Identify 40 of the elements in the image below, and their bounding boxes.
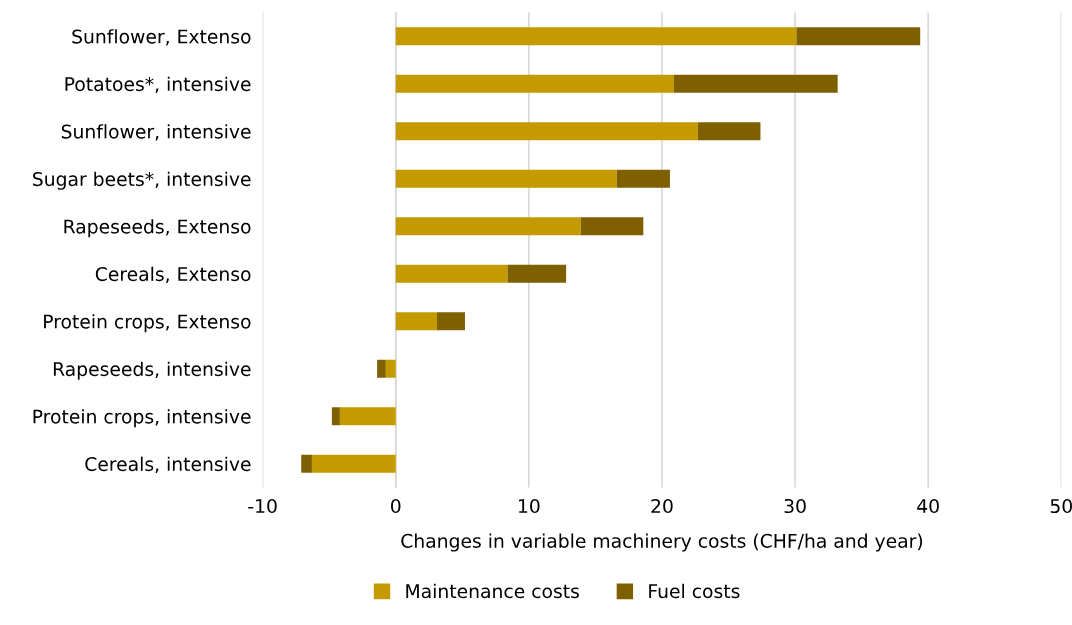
x-tick-label: -10: [248, 498, 277, 514]
bar: [395, 264, 508, 283]
x-tick-label: 30: [784, 498, 806, 514]
y-tick-label: Cereals, Extenso: [95, 266, 251, 284]
y-tick-label: Rapeseeds, intensive: [53, 361, 251, 380]
x-tick-label: 50: [1050, 498, 1072, 514]
y-tick-label: Protein crops, Extenso: [44, 314, 251, 333]
bar: [796, 27, 921, 46]
y-tick-label: Potatoes*, intensive: [65, 76, 251, 94]
y-tick-label: Sugar beets*, intensive: [33, 171, 251, 190]
y-tick-label: Rapeseeds, Extenso: [64, 219, 251, 238]
bar: [377, 359, 386, 378]
bar: [395, 169, 617, 188]
y-tick-label: Sunflower, intensive: [61, 124, 251, 141]
bar: [301, 454, 312, 473]
bar: [395, 312, 438, 331]
bar: [437, 312, 465, 331]
x-axis-title: Changes in variable machinery costs (CHF/ha and year): [401, 533, 923, 552]
y-tick-label: Sunflower, Extenso: [72, 29, 251, 46]
bar: [395, 122, 698, 141]
bar: [395, 217, 581, 236]
bar: [395, 27, 797, 46]
bar: [697, 122, 761, 141]
y-tick-label: Protein crops, intensive: [33, 409, 251, 428]
x-tick-label: 0: [391, 498, 401, 514]
legend-label: Fuel costs: [649, 583, 740, 599]
bar: [507, 264, 567, 283]
x-tick-label: 10: [518, 498, 540, 514]
bar: [395, 74, 674, 93]
x-tick-label: 20: [651, 498, 673, 514]
bar: [580, 217, 644, 236]
bar: [385, 359, 396, 378]
bar: [311, 454, 396, 473]
bar: [616, 169, 670, 188]
bar: [673, 74, 838, 93]
y-tick-label: Cereals, intensive: [85, 456, 251, 474]
legend-label: Maintenance costs: [406, 583, 579, 599]
bar: [339, 407, 396, 426]
bar: [331, 407, 340, 426]
x-tick-label: 40: [917, 498, 939, 514]
